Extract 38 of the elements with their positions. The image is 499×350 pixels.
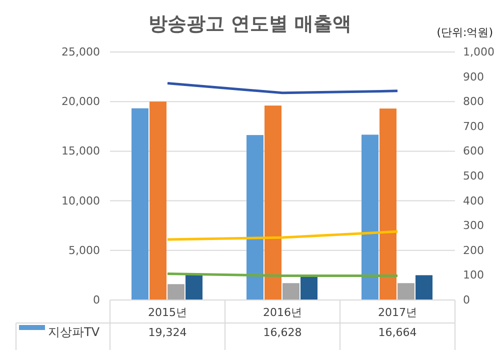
y2-tick-label: 400 bbox=[463, 194, 484, 208]
x-tick-label: 2016년 bbox=[263, 306, 302, 319]
y-tick-label: 0 bbox=[93, 294, 100, 307]
y-tick-label: 5,000 bbox=[68, 244, 100, 257]
bar bbox=[186, 274, 202, 300]
x-tick-label: 2017년 bbox=[378, 306, 417, 319]
bar bbox=[300, 275, 318, 300]
y2-tick-label: 1,000 bbox=[463, 46, 494, 59]
bar bbox=[416, 275, 432, 300]
y2-tick-label: 800 bbox=[463, 95, 484, 108]
bar bbox=[150, 102, 166, 300]
bar bbox=[264, 106, 282, 300]
data-label: 19,324 bbox=[148, 326, 187, 339]
y2-tick-label: 700 bbox=[463, 120, 484, 133]
y2-tick-label: 300 bbox=[463, 219, 484, 232]
data-label: 16,628 bbox=[263, 326, 302, 339]
y2-tick-label: 500 bbox=[463, 170, 484, 183]
legend-label: 지상파TV bbox=[48, 325, 100, 339]
bar bbox=[282, 283, 300, 300]
bar bbox=[168, 284, 184, 300]
bar bbox=[132, 108, 148, 300]
bar bbox=[380, 108, 396, 300]
text: (단위:억원) bbox=[436, 26, 493, 39]
bar bbox=[362, 134, 378, 300]
bar bbox=[246, 135, 264, 300]
y2-tick-label: 200 bbox=[463, 244, 484, 257]
data-label: 16,664 bbox=[378, 326, 417, 339]
y-tick-label: 10,000 bbox=[62, 194, 100, 208]
y-tick-label: 15,000 bbox=[62, 144, 100, 158]
y-tick-label: 20,000 bbox=[62, 95, 100, 108]
y2-tick-label: 100 bbox=[463, 268, 484, 282]
y2-tick-label: 600 bbox=[463, 144, 484, 158]
y2-tick-label: 900 bbox=[463, 70, 484, 84]
bar bbox=[398, 283, 414, 300]
y-tick-label: 25,000 bbox=[62, 46, 100, 59]
chart-title: 방송광고 연도별 매출액 bbox=[148, 13, 352, 35]
x-tick-label: 2015년 bbox=[148, 306, 187, 319]
y2-tick-label: 0 bbox=[463, 294, 470, 307]
